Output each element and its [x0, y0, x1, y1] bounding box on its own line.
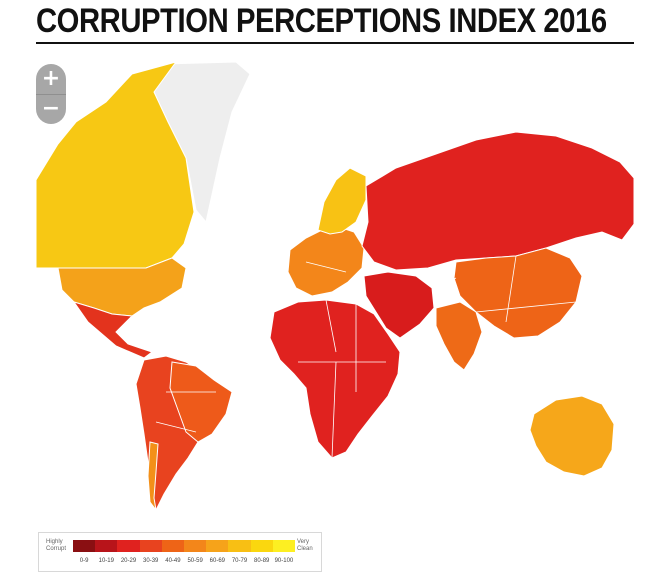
region-mexico-central-america[interactable] [72, 301, 154, 359]
legend-tick-2: 10-19 [98, 558, 114, 564]
page-title: CORRUPTION PERCEPTIONS INDEX 2016 [36, 2, 607, 40]
legend-swatch-4 [139, 540, 162, 552]
legend-tick-7: 60-69 [209, 558, 225, 564]
region-chile-uruguay[interactable] [147, 441, 159, 511]
legend-swatch-7 [206, 540, 229, 552]
legend-swatch-1 [73, 540, 96, 552]
zoom-in-button[interactable]: + [41, 65, 61, 91]
world-map[interactable] [36, 62, 634, 514]
region-australia[interactable] [529, 395, 615, 477]
legend-swatch-8 [228, 540, 251, 552]
legend-swatch-3 [117, 540, 140, 552]
map-legend: Highly Corrupt Very Clean 0-9 10-19 20-29 3… [38, 532, 322, 572]
legend-tick-3: 20-29 [120, 558, 137, 564]
country-border [475, 301, 577, 313]
country-border [435, 277, 457, 289]
zoom-control: + − [36, 64, 66, 124]
region-middle-east[interactable] [363, 271, 435, 339]
legend-tick-9: 80-89 [254, 558, 270, 564]
world-map-svg[interactable] [36, 62, 634, 514]
legend-swatch-6 [184, 540, 207, 552]
region-india[interactable] [435, 301, 483, 371]
country-border [331, 361, 337, 459]
legend-color-bar [73, 540, 296, 552]
zoom-divider [36, 93, 66, 95]
country-border [155, 421, 197, 433]
legend-tick-5: 40-49 [165, 558, 181, 564]
country-border [395, 269, 417, 277]
title-underline [36, 42, 634, 44]
region-europe-west[interactable] [287, 225, 365, 297]
region-scandinavia[interactable] [317, 167, 367, 235]
legend-tick-4: 30-39 [143, 558, 159, 564]
legend-swatch-5 [161, 540, 185, 552]
legend-tick-labels: 0-9 10-19 20-29 30-39 40-49 50-59 60-69 70-79 80… [73, 558, 295, 564]
legend-tick-8: 70-79 [231, 558, 248, 564]
zoom-out-button[interactable]: − [41, 96, 61, 122]
legend-high-label: Very Clean [297, 539, 313, 552]
legend-low-label: Highly Corrupt [46, 539, 67, 552]
legend-tick-1: 0-9 [79, 558, 89, 564]
country-border [505, 255, 517, 323]
region-brazil[interactable] [169, 361, 233, 443]
legend-swatch-10 [272, 540, 296, 552]
country-border [305, 261, 347, 273]
region-russia[interactable] [361, 131, 634, 271]
legend-tick-10: 90-100 [274, 558, 294, 564]
legend-tick-6: 50-59 [187, 558, 203, 564]
country-border [325, 299, 337, 353]
legend-swatch-9 [250, 540, 273, 552]
legend-swatch-2 [95, 540, 118, 552]
region-china[interactable] [453, 247, 583, 339]
